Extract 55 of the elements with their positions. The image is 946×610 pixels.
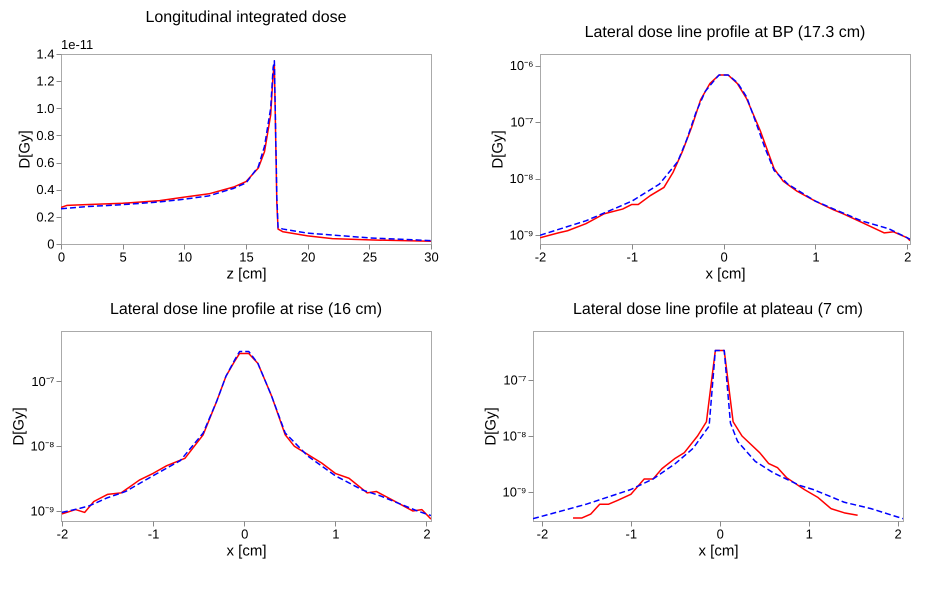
- chart-title: Longitudinal integrated dose: [145, 9, 347, 26]
- x-axis-title: z [cm]: [226, 266, 266, 282]
- y-tick-label: 1.2: [36, 74, 54, 89]
- x-tick-label: 1: [332, 526, 340, 542]
- y-axis-title: D[Gy]: [489, 130, 506, 169]
- text: 1e-11: [61, 37, 94, 52]
- y-tick-label: 10⁻⁶: [510, 58, 534, 74]
- x-tick-label: 0: [241, 526, 248, 542]
- y-axis-title: D[Gy]: [10, 407, 28, 446]
- y-tick-label: 10⁻⁸: [30, 438, 54, 454]
- x-tick-label: 10: [178, 250, 192, 264]
- x-tick-label: 30: [424, 250, 439, 264]
- line-series: [533, 350, 903, 520]
- x-tick-label: 0: [716, 526, 724, 542]
- x-tick-label: -1: [626, 250, 638, 264]
- y-tick-label: 0.2: [36, 209, 54, 224]
- y-tick-label: 10⁻⁷: [510, 114, 534, 130]
- x-tick-label: 15: [239, 250, 254, 264]
- y-tick-label: 1.0: [36, 100, 54, 116]
- y-tick-label: 0.4: [36, 182, 54, 198]
- y-tick-label: 10⁻⁸: [510, 171, 534, 186]
- x-tick-label: 1: [812, 250, 820, 264]
- y-tick-label: 0.6: [36, 155, 54, 170]
- x-tick-label: -1: [626, 526, 638, 542]
- x-tick-label: 20: [300, 250, 316, 264]
- x-tick-label: -2: [536, 526, 548, 542]
- x-tick-label: -1: [148, 526, 160, 542]
- y-tick-label: 10⁻⁹: [509, 228, 534, 243]
- x-tick-label: 2: [423, 526, 431, 542]
- chart-title: Lateral dose line profile at rise (16 cm): [110, 301, 382, 318]
- x-tick-label: -2: [56, 526, 68, 542]
- y-tick-label: 10⁻⁹: [30, 503, 54, 518]
- x-tick-label: 25: [362, 250, 378, 264]
- y-tick-label: 10⁻⁷: [31, 374, 55, 389]
- x-tick-label: 5: [120, 250, 127, 264]
- x-axis-title: x [cm]: [226, 542, 266, 560]
- y-tick-label: 10⁻⁹: [502, 484, 526, 500]
- x-axis-title: x [cm]: [698, 542, 738, 560]
- y-tick-label: 0.8: [36, 128, 54, 143]
- x-tick-label: 1: [806, 526, 813, 542]
- y-tick-label: 10⁻⁸: [502, 428, 526, 444]
- x-tick-label: 2: [904, 250, 912, 264]
- x-tick-label: 0: [720, 250, 728, 264]
- x-tick-label: 2: [894, 526, 902, 542]
- y-tick-label: 10⁻⁷: [503, 372, 527, 388]
- x-axis-title: x [cm]: [706, 266, 746, 282]
- y-tick-label: 0: [47, 236, 54, 252]
- line-series: [572, 350, 858, 519]
- y-axis-title: D[Gy]: [482, 407, 500, 446]
- chart-title: Lateral dose line profile at BP (17.3 cm): [584, 24, 866, 41]
- y-axis-title: D[Gy]: [16, 130, 34, 169]
- x-tick-label: 0: [58, 250, 66, 264]
- x-tick-label: -2: [534, 250, 546, 264]
- chart-title: Lateral dose line profile at plateau (7 cm): [573, 301, 863, 318]
- y-tick-label: 1.4: [36, 46, 54, 62]
